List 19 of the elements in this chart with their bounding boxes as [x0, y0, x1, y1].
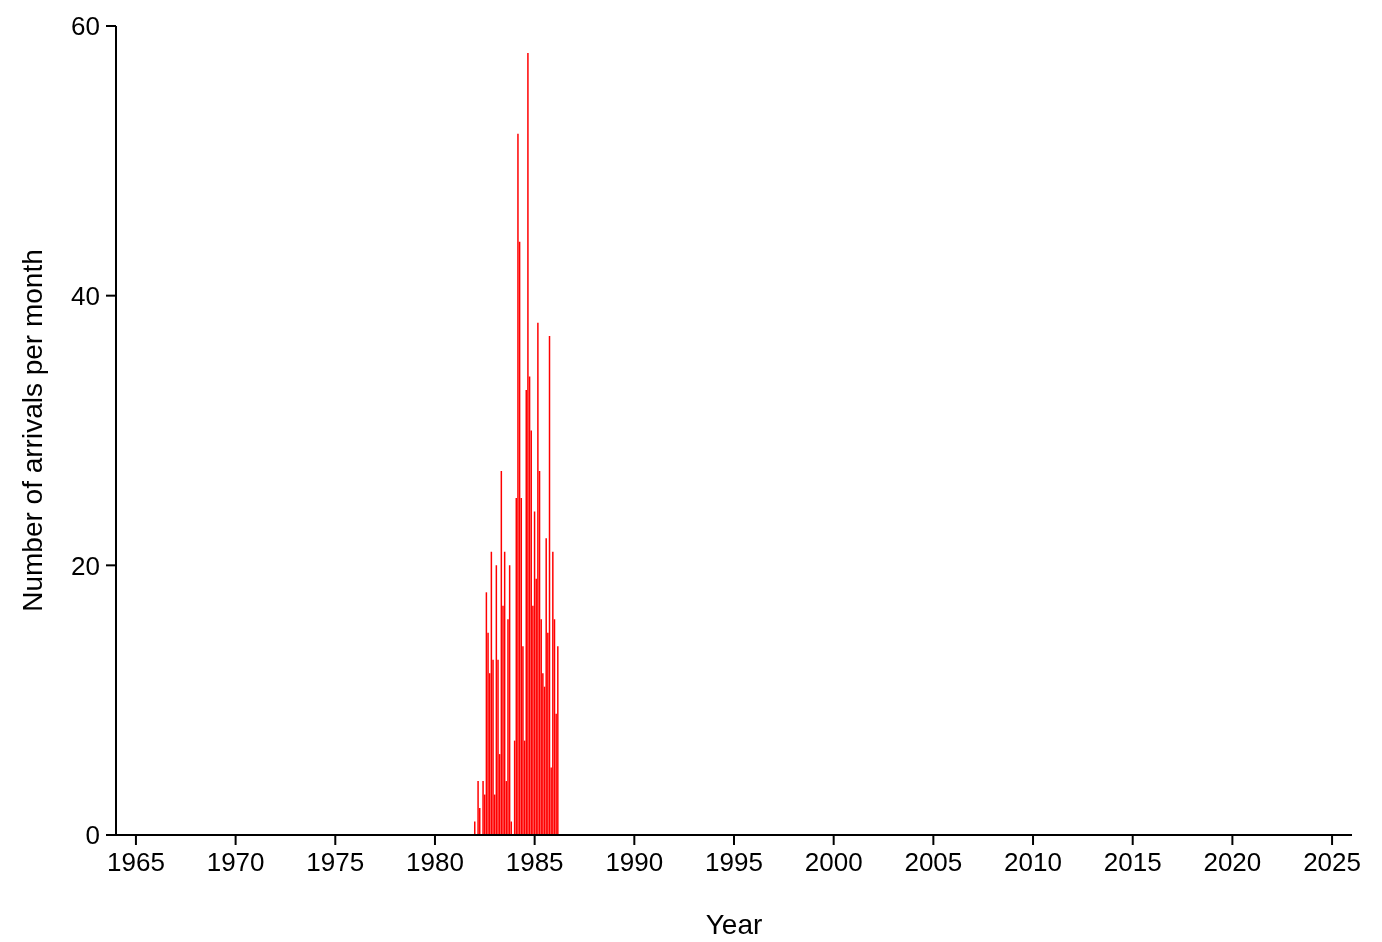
y-axis-title: Number of arrivals per month — [16, 249, 48, 612]
x-tick-label: 1970 — [206, 847, 265, 878]
y-tick-label: 20 — [71, 550, 100, 581]
x-tick-label: 2015 — [1103, 847, 1162, 878]
x-tick-label: 1995 — [705, 847, 763, 878]
x-axis-title: Year — [705, 909, 763, 940]
x-tick-label: 1990 — [605, 847, 664, 878]
x-tick-label: 2000 — [804, 847, 863, 878]
x-tick-label: 2010 — [1004, 847, 1062, 878]
x-tick-label: 1980 — [406, 847, 464, 878]
x-tick-label: 1965 — [107, 847, 165, 878]
y-tick-label: 40 — [71, 280, 100, 311]
y-tick-label: 0 — [85, 820, 100, 851]
x-tick-label: 1975 — [306, 847, 365, 878]
y-tick-label: 60 — [71, 11, 100, 42]
x-tick-label: 2025 — [1303, 847, 1361, 878]
x-tick-label: 1985 — [505, 847, 564, 878]
x-tick-label: 2020 — [1203, 847, 1262, 878]
x-tick-label: 2005 — [904, 847, 963, 878]
